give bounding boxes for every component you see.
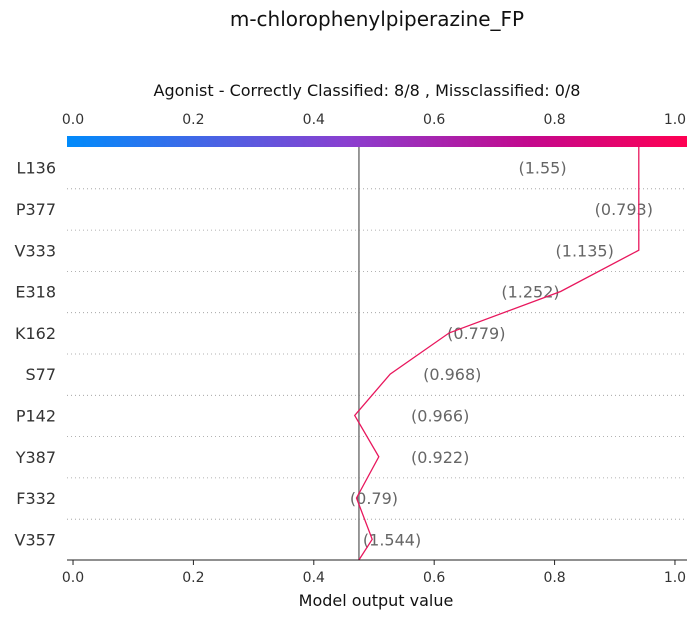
feature-value-label: (0.922) — [411, 448, 469, 467]
feature-value-label: (0.793) — [595, 200, 653, 219]
feature-labels: L136 P377 V333 E318 K162 S77 P142 Y387 F332 V357 — [15, 159, 56, 550]
feature-label: P142 — [16, 406, 56, 425]
feature-label: E318 — [15, 283, 56, 302]
feature-value-label: (1.252) — [501, 283, 559, 302]
feature-value-label: (0.779) — [447, 324, 505, 343]
top-tick-label: 0.8 — [543, 112, 565, 128]
feature-label: S77 — [25, 365, 56, 384]
top-tick-label: 0.6 — [423, 112, 445, 128]
feature-label: V357 — [15, 530, 56, 549]
bottom-tick-label: 0.4 — [303, 570, 325, 586]
feature-label: V333 — [15, 241, 56, 260]
feature-value-label: (1.55) — [518, 159, 566, 178]
bottom-tick-label: 0.0 — [62, 570, 84, 586]
bottom-tick-label: 0.8 — [543, 570, 565, 586]
top-tick-label: 1.0 — [664, 112, 686, 128]
feature-value-label: (0.79) — [350, 489, 398, 508]
grid-lines — [67, 188, 687, 520]
feature-label: K162 — [15, 324, 56, 343]
feature-label: P377 — [16, 200, 56, 219]
top-tick-label: 0.0 — [62, 112, 84, 128]
top-tick-label: 0.4 — [303, 112, 325, 128]
chart-title: m-chlorophenylpiperazine_FP — [230, 7, 524, 31]
bottom-tick-label: 0.6 — [423, 570, 445, 586]
feature-value-label: (0.968) — [423, 365, 481, 384]
top-axis: 0.0 0.2 0.4 0.6 0.8 1.0 — [62, 112, 686, 128]
bottom-tick-label: 1.0 — [664, 570, 686, 586]
feature-label: Y387 — [15, 448, 56, 467]
decision-path — [353, 147, 640, 561]
bottom-axis: 0.0 0.2 0.4 0.6 0.8 1.0 — [62, 560, 686, 586]
colorbar — [67, 136, 687, 147]
bottom-tick-label: 0.2 — [182, 570, 204, 586]
feature-value-label: (1.135) — [556, 241, 614, 260]
feature-label: L136 — [17, 159, 56, 178]
chart-subtitle: Agonist - Correctly Classified: 8/8 , Mi… — [154, 81, 581, 100]
feature-value-label: (0.966) — [411, 406, 469, 425]
feature-value-label: (1.544) — [363, 530, 421, 549]
x-axis-label: Model output value — [299, 591, 454, 610]
feature-label: F332 — [16, 489, 56, 508]
top-tick-label: 0.2 — [182, 112, 204, 128]
